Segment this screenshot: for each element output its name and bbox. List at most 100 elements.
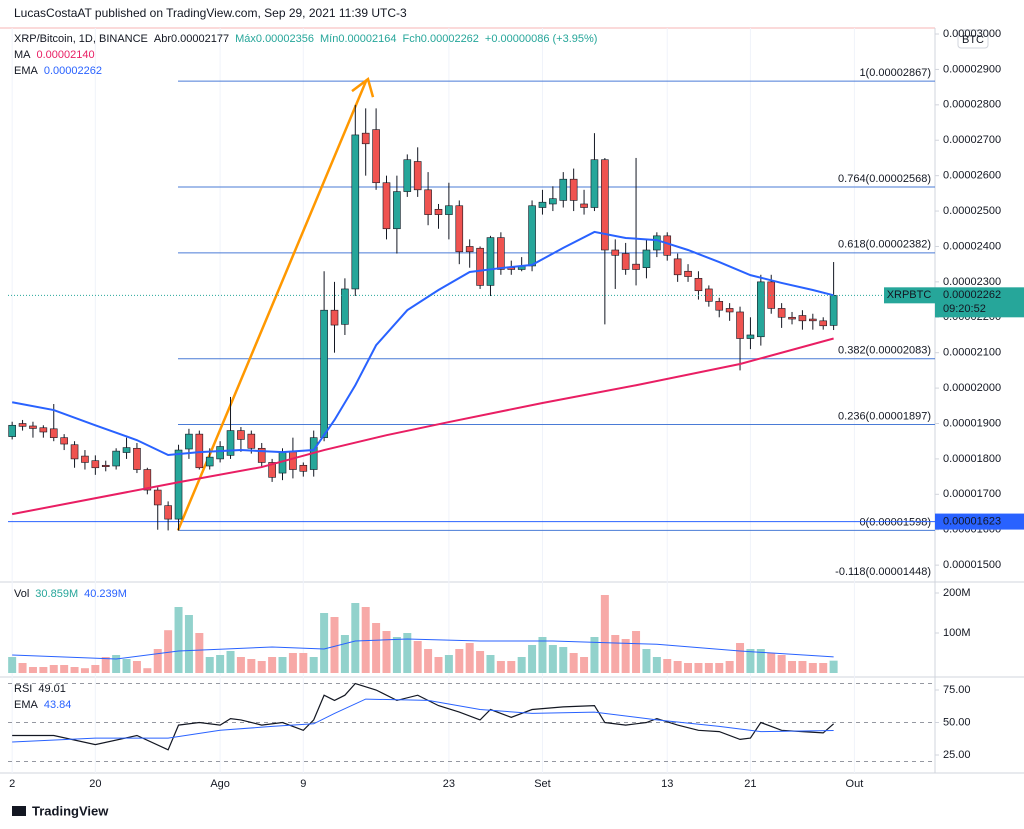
x-tick-label: 21 [744, 778, 756, 790]
legend-value: 43.84 [43, 699, 72, 711]
series-line [12, 638, 834, 660]
candle-body [226, 430, 235, 456]
fib-label: -0.118(0.00001448) [835, 566, 931, 578]
price-legend: XRP/Bitcoin, 1D, BINANCE Abr0.00002177 Máx… [14, 33, 609, 45]
volume-bar [143, 668, 152, 673]
y-tick-label: 75.00 [943, 684, 971, 696]
candle-body [736, 311, 744, 339]
candle-body [330, 309, 339, 326]
y-tick-label: 200M [943, 587, 971, 599]
brand-logo [12, 806, 26, 816]
volume-bar [819, 663, 828, 673]
candle-body [788, 316, 796, 320]
candle-body [497, 237, 505, 270]
volume-bar [8, 657, 17, 673]
volume-bar [788, 661, 797, 673]
volume-bar [372, 623, 381, 673]
candle-body [70, 444, 79, 460]
candle-body [673, 258, 682, 276]
price-tag-label: 0.00002262 [943, 289, 1001, 301]
y-tick-label: 0.00001700 [943, 488, 1001, 500]
candle-body [465, 246, 474, 253]
volume-bar [746, 649, 755, 673]
candle-body [694, 278, 703, 292]
countdown-label: 09:20:52 [943, 303, 986, 315]
candle-body [798, 315, 807, 322]
candle-body [476, 247, 484, 286]
candle-body [455, 205, 464, 253]
series-line [12, 682, 835, 751]
volume-bar [444, 655, 453, 673]
volume-bar [455, 649, 464, 673]
volume-bar [28, 667, 37, 673]
volume-bar [247, 659, 256, 673]
candle-body [49, 428, 58, 438]
volume-bar [392, 637, 401, 673]
candle-body [299, 464, 308, 472]
volume-bar [320, 613, 329, 673]
candle-body [164, 505, 172, 520]
candle-body [611, 249, 620, 256]
y-tick-label: 100M [943, 627, 971, 639]
volume-bar [236, 657, 245, 673]
ohlc-legend: Abr0.00002177 Máx0.00002356 Mín0.00002164 F… [154, 33, 604, 45]
y-tick-label: 0.00002100 [943, 347, 1001, 359]
candle-body [268, 462, 276, 478]
ma-legend: MA 0.00002140 [14, 49, 101, 61]
rsi-legend: RSI 49.01 [14, 683, 72, 695]
candle-body [829, 295, 838, 326]
legend-name: EMA [14, 65, 38, 77]
volume-bar [538, 637, 547, 673]
candle-body [257, 447, 266, 463]
candle-body [39, 427, 48, 433]
volume-bar [621, 639, 630, 673]
candle-body [112, 450, 120, 467]
symbol-title: XRP/Bitcoin, 1D, BINANCE [14, 33, 148, 45]
y-tick-label: 0.00002300 [943, 276, 1001, 288]
volume-bar [18, 663, 27, 673]
candle-body [8, 424, 16, 437]
candle-body [205, 456, 214, 467]
volume-bar [174, 607, 183, 673]
legend-name: RSI [14, 683, 33, 695]
volume-bar [611, 635, 620, 673]
volume-bar [164, 630, 173, 673]
volume-bar [340, 635, 349, 673]
volume-bar [756, 649, 765, 673]
volume-bar [351, 603, 360, 673]
volume-bar [268, 657, 277, 673]
candle-body [486, 237, 495, 286]
volume-bar [580, 657, 589, 673]
candle-body [777, 308, 786, 318]
candle-body [403, 159, 412, 192]
volume-bar [403, 633, 412, 673]
volume-bar [101, 657, 110, 673]
y-tick-label: 0.00002900 [943, 63, 1001, 75]
price-tag [935, 287, 1024, 318]
volume-bar [642, 649, 651, 673]
volume-legend: Vol 30.859M 40.239M [14, 588, 133, 600]
volume-bar [694, 663, 703, 673]
candle-body [632, 263, 640, 270]
candle-body [153, 489, 162, 506]
currency-button[interactable] [957, 29, 989, 49]
brand: TradingView [32, 803, 109, 818]
candle-body [60, 437, 68, 445]
y-tick-label: 0.00002400 [943, 240, 1001, 252]
volume-bar [652, 657, 661, 673]
symbol-tag-label: XRPBTC [887, 289, 932, 301]
currency-button-label[interactable]: BTC [962, 34, 984, 46]
candle-body [601, 159, 609, 251]
candle-body [247, 433, 256, 449]
x-tick-label: Out [846, 778, 864, 790]
x-tick-label: 20 [89, 778, 101, 790]
candle-body [590, 159, 599, 208]
volume-bar [278, 657, 287, 673]
legend-value: 0.00002262 [43, 65, 102, 77]
fib-label: 0.764(0.00002568) [838, 173, 931, 185]
candle-body [216, 446, 224, 460]
arrow-head [351, 77, 375, 98]
candle-body [809, 318, 817, 322]
candle-body [538, 201, 547, 208]
